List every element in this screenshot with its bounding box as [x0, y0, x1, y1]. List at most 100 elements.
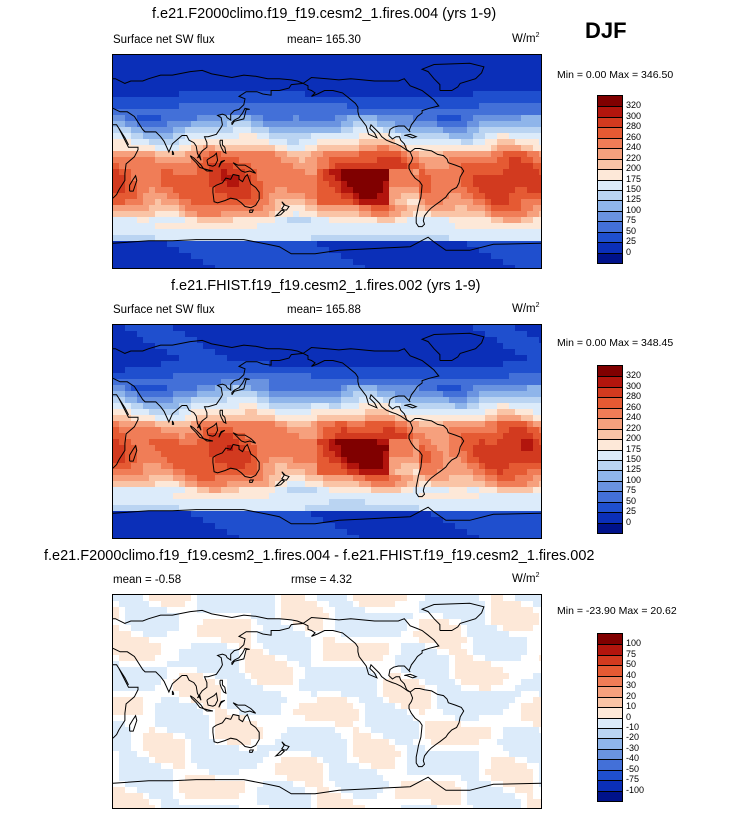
- map-cell: [281, 331, 288, 338]
- map-cell: [515, 337, 522, 344]
- map-cell: [191, 337, 198, 344]
- map-cell: [221, 163, 228, 170]
- map-cell: [539, 97, 541, 104]
- map-cell: [341, 445, 348, 452]
- map-cell: [245, 193, 252, 200]
- map-cell: [179, 151, 186, 158]
- map-cell: [443, 181, 450, 188]
- map-cell: [203, 361, 210, 368]
- map-cell: [215, 445, 222, 452]
- map-cell: [485, 103, 492, 110]
- map-cell: [431, 361, 438, 368]
- map-cell: [347, 325, 354, 332]
- map-cell: [371, 415, 378, 422]
- map-cell: [221, 139, 228, 146]
- map-cell: [461, 373, 468, 380]
- map-cell: [287, 355, 294, 362]
- map-cell: [473, 493, 480, 500]
- map-cell: [509, 67, 516, 74]
- map-cell: [287, 109, 294, 116]
- coastline: [420, 62, 485, 91]
- map-cell: [275, 487, 282, 494]
- map-cell: [293, 247, 300, 254]
- map-cell: [377, 169, 384, 176]
- panel1-mean-label: mean= 165.30: [287, 34, 361, 46]
- map-cell: [257, 205, 264, 212]
- map-cell: [353, 241, 360, 248]
- map-cell: [263, 229, 270, 236]
- map-cell: [377, 343, 384, 350]
- map-cell: [425, 265, 432, 268]
- map-cell: [191, 415, 198, 422]
- map-cell: [527, 235, 534, 242]
- map-cell: [527, 61, 534, 68]
- map-cell: [365, 55, 372, 62]
- map-cell: [317, 451, 324, 458]
- map-cell: [125, 85, 132, 92]
- map-cell: [407, 397, 414, 404]
- map-cell: [299, 445, 306, 452]
- map-cell: [407, 163, 414, 170]
- map-cell: [221, 175, 228, 182]
- map-cell: [443, 337, 450, 344]
- map-cell: [221, 469, 228, 476]
- map-cell: [365, 61, 372, 68]
- map-cell: [491, 61, 498, 68]
- map-cell: [467, 463, 474, 470]
- map-cell: [155, 463, 162, 470]
- map-cell: [407, 133, 414, 140]
- map-cell: [329, 79, 336, 86]
- map-cell: [191, 481, 198, 488]
- map-cell: [449, 427, 456, 434]
- map-cell: [413, 265, 420, 268]
- map-cell: [119, 331, 126, 338]
- map-cell: [287, 145, 294, 152]
- map-cell: [341, 109, 348, 116]
- map-cell: [527, 451, 534, 458]
- map-cell: [323, 415, 330, 422]
- map-cell: [491, 415, 498, 422]
- map-cell: [137, 385, 144, 392]
- map-cell: [335, 409, 342, 416]
- map-cell: [191, 361, 198, 368]
- map-cell: [395, 85, 402, 92]
- colorbar-swatch: [598, 210, 622, 222]
- map-cell: [461, 499, 468, 506]
- map-cell: [167, 91, 174, 98]
- map-cell: [287, 325, 294, 332]
- map-cell: [347, 175, 354, 182]
- map-cell: [143, 403, 150, 410]
- map-cell: [263, 337, 270, 344]
- map-cell: [407, 235, 414, 242]
- map-cell: [401, 247, 408, 254]
- map-cell: [365, 409, 372, 416]
- map-cell: [191, 169, 198, 176]
- map-cell: [305, 469, 312, 476]
- map-cell: [419, 325, 426, 332]
- map-cell: [221, 145, 228, 152]
- map-cell: [503, 355, 510, 362]
- map-cell: [401, 265, 408, 268]
- map-cell: [341, 475, 348, 482]
- map-cell: [437, 259, 444, 266]
- map-cell: [131, 433, 138, 440]
- map-cell: [401, 385, 408, 392]
- map-cell: [455, 403, 462, 410]
- map-cell: [173, 331, 180, 338]
- map-cell: [299, 475, 306, 482]
- map-cell: [233, 373, 240, 380]
- map-cell: [467, 85, 474, 92]
- map-cell: [461, 229, 468, 236]
- map-cell: [491, 253, 498, 260]
- map-cell: [539, 361, 541, 368]
- map-cell: [455, 457, 462, 464]
- map-cell: [401, 361, 408, 368]
- map-cell: [449, 433, 456, 440]
- map-cell: [335, 181, 342, 188]
- map-cell: [143, 415, 150, 422]
- map-cell: [215, 457, 222, 464]
- map-cell: [473, 361, 480, 368]
- map-cell: [293, 415, 300, 422]
- map-cell: [437, 139, 444, 146]
- map-cell: [347, 151, 354, 158]
